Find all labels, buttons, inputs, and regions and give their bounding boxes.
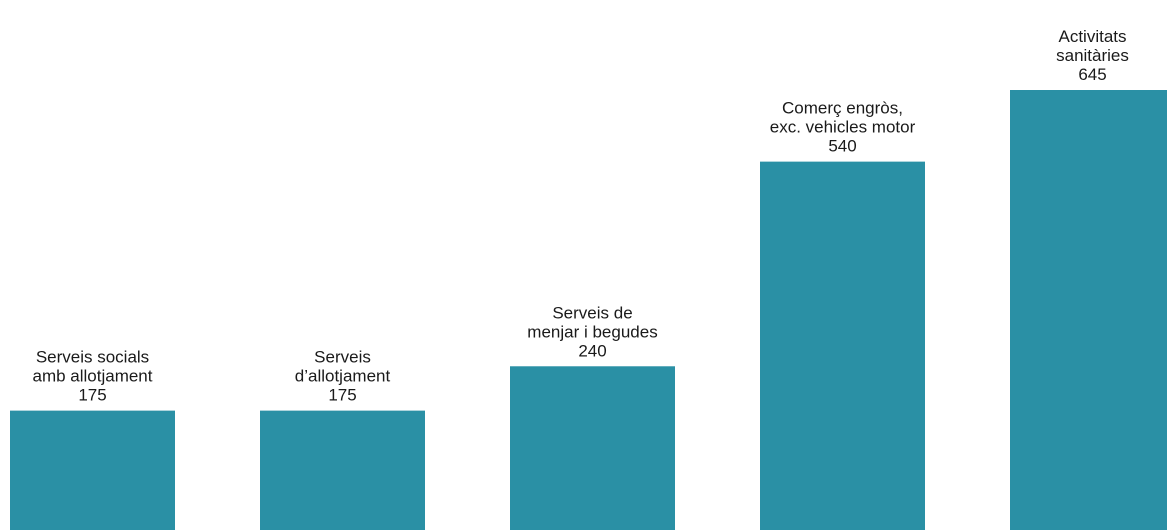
category-label: Serveis socials xyxy=(36,348,149,367)
bar-group: 540 Comerç engròs,exc. vehicles motor xyxy=(760,99,925,530)
category-label: sanitàries xyxy=(1056,46,1129,65)
bar xyxy=(260,410,425,530)
data-label: 175 xyxy=(328,386,356,405)
category-label: Comerç engròs, xyxy=(782,99,903,118)
category-label: Serveis xyxy=(314,348,371,367)
category-label: Serveis de xyxy=(552,303,632,322)
category-label: Activitats xyxy=(1058,27,1126,46)
bar xyxy=(510,366,675,530)
data-label: 240 xyxy=(578,341,606,360)
data-label: 645 xyxy=(1078,65,1106,84)
category-label: menjar i begudes xyxy=(527,322,657,341)
category-label: amb allotjament xyxy=(32,367,152,386)
category-label: exc. vehicles motor xyxy=(770,118,916,137)
bar xyxy=(760,161,925,530)
data-label: 540 xyxy=(828,137,856,156)
data-label: 175 xyxy=(78,386,106,405)
bar xyxy=(1010,90,1167,530)
bar xyxy=(10,410,175,530)
category-label: d’allotjament xyxy=(295,367,391,386)
